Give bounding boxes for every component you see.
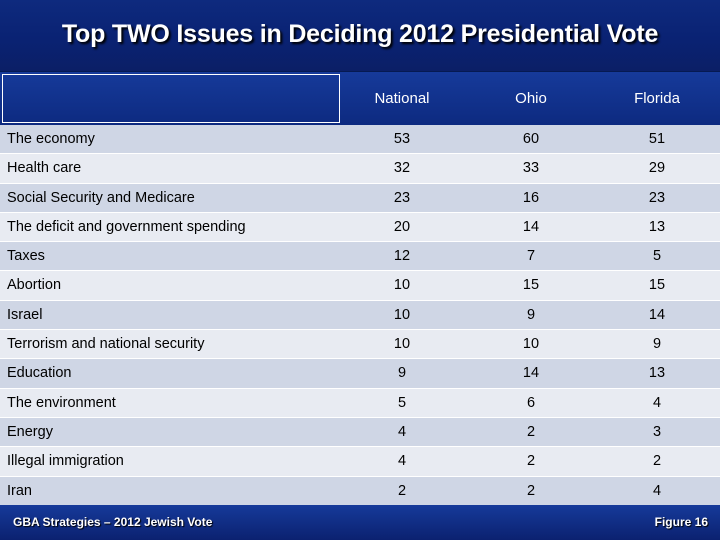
cell-national: 2 (397, 482, 407, 499)
table-header: National Ohio Florida (0, 72, 720, 125)
cell-national: 5 (397, 394, 407, 411)
column-header-ohio: Ohio (515, 90, 547, 107)
row-label: Terrorism and national security (7, 336, 205, 353)
footer-source: GBA Strategies – 2012 Jewish Vote (13, 515, 213, 529)
table-row: The environment 5 6 4 (0, 388, 720, 418)
cell-florida: 2 (652, 453, 662, 470)
cell-ohio: 60 (522, 131, 540, 147)
table-row: Energy 4 2 3 (0, 417, 720, 448)
table-row: Education 9 14 13 (0, 359, 720, 389)
cell-florida: 9 (652, 336, 662, 353)
cell-florida: 29 (648, 160, 666, 177)
issues-table: National Ohio Florida The economy 53 60 … (0, 72, 720, 506)
cell-florida: 15 (648, 277, 666, 294)
cell-florida: 13 (648, 365, 666, 382)
table-row: Illegal immigration 4 2 2 (0, 447, 720, 477)
table-row: The deficit and government spending 20 1… (0, 212, 720, 243)
column-header-national: National (374, 90, 430, 107)
table-row: Iran 2 2 4 (0, 476, 720, 506)
cell-ohio: 10 (522, 336, 540, 353)
cell-florida: 4 (652, 394, 662, 411)
cell-national: 32 (393, 160, 411, 177)
table-row: Israel 10 9 14 (0, 300, 720, 331)
cell-national: 4 (397, 453, 407, 470)
cell-national: 9 (397, 365, 407, 382)
row-label: Iran (7, 482, 32, 499)
row-label: The deficit and government spending (7, 218, 246, 235)
cell-florida: 14 (648, 306, 666, 323)
table-row: Social Security and Medicare 23 16 23 (0, 183, 720, 213)
cell-national: 4 (397, 423, 407, 440)
cell-florida: 4 (652, 482, 662, 499)
column-header-florida: Florida (634, 90, 680, 107)
cell-national: 20 (393, 218, 411, 235)
row-label: Education (7, 365, 72, 382)
footer-bar: GBA Strategies – 2012 Jewish Vote Figure… (0, 505, 720, 540)
cell-national: 10 (393, 336, 411, 353)
cell-ohio: 14 (522, 218, 540, 235)
figure-number: Figure 16 (654, 515, 708, 529)
header-stub-cell (2, 74, 340, 123)
cell-national: 23 (393, 189, 411, 206)
cell-ohio: 7 (526, 248, 536, 265)
cell-national: 10 (393, 306, 411, 323)
cell-florida: 23 (648, 189, 666, 206)
cell-florida: 3 (652, 423, 662, 440)
row-label: Israel (7, 306, 43, 323)
cell-florida: 13 (648, 218, 666, 235)
cell-national: 53 (393, 131, 411, 147)
cell-ohio: 33 (522, 160, 540, 177)
cell-ohio: 9 (526, 306, 536, 323)
table-body: The economy 53 60 51 Health care 32 33 2… (0, 125, 720, 506)
cell-ohio: 2 (526, 453, 536, 470)
row-label: Energy (7, 423, 53, 440)
cell-ohio: 2 (526, 482, 536, 499)
cell-ohio: 14 (522, 365, 540, 382)
cell-florida: 51 (648, 131, 666, 147)
row-label: The environment (7, 394, 116, 411)
cell-ohio: 16 (522, 189, 540, 206)
row-label: Abortion (7, 277, 62, 294)
row-label: Taxes (7, 248, 45, 265)
title-bar: Top TWO Issues in Deciding 2012 Presiden… (0, 0, 720, 72)
table-row: Terrorism and national security 10 10 9 (0, 330, 720, 360)
cell-ohio: 2 (526, 423, 536, 440)
row-label: Social Security and Medicare (7, 189, 195, 206)
table-row: Abortion 10 15 15 (0, 271, 720, 301)
cell-florida: 5 (652, 248, 662, 265)
row-label: The economy (7, 131, 95, 147)
table-row: Taxes 12 7 5 (0, 242, 720, 272)
cell-ohio: 6 (526, 394, 536, 411)
row-label: Illegal immigration (7, 453, 124, 470)
cell-ohio: 15 (522, 277, 540, 294)
table-row: The economy 53 60 51 (0, 125, 720, 155)
row-label: Health care (7, 160, 82, 177)
slide-title: Top TWO Issues in Deciding 2012 Presiden… (61, 20, 659, 48)
cell-national: 10 (393, 277, 411, 294)
cell-national: 12 (393, 248, 411, 265)
table-row: Health care 32 33 29 (0, 154, 720, 184)
